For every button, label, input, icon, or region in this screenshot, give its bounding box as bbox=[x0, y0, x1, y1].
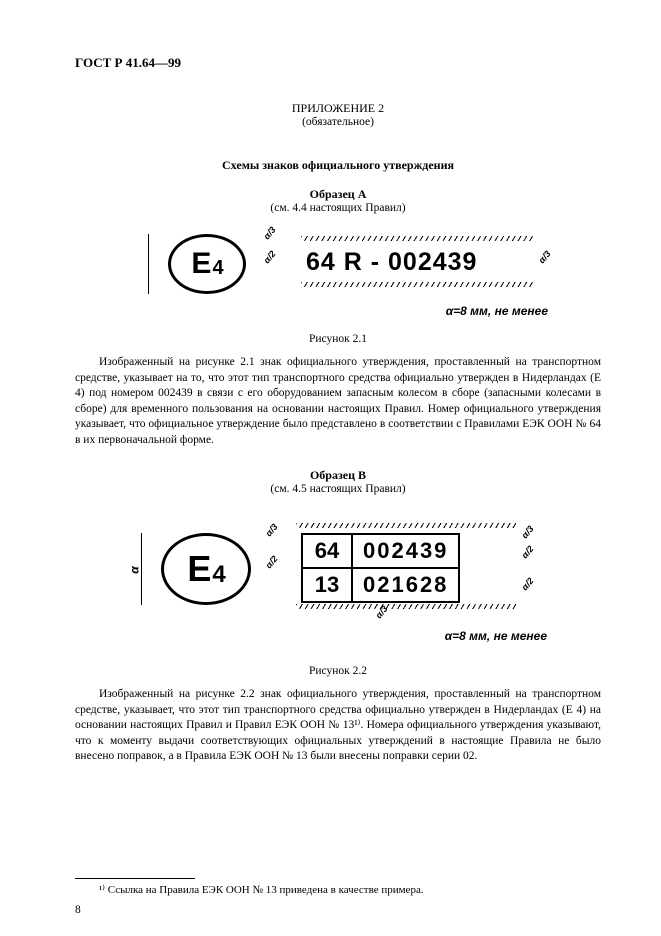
appendix-title: ПРИЛОЖЕНИЕ 2 bbox=[75, 101, 601, 116]
figure-2-1: E4 α/3 α/2 α/3 64 R - 002439 α=8 мм, не … bbox=[128, 222, 548, 327]
e-mark-ellipse-b: E4 bbox=[161, 533, 251, 605]
cell-r2c1: 13 bbox=[302, 568, 352, 602]
cell-r1c2: 002439 bbox=[352, 534, 459, 568]
figure-2-2-caption: Рисунок 2.2 bbox=[75, 665, 601, 677]
dim-b-6: α/2 bbox=[520, 576, 536, 592]
footnote-rule bbox=[75, 878, 195, 879]
e-sub-b: 4 bbox=[212, 561, 224, 589]
dimension-line-v-b bbox=[141, 533, 156, 605]
page-number: 8 bbox=[75, 904, 81, 916]
e-letter-b: E bbox=[187, 548, 210, 590]
dim-a3-top: α/3 bbox=[262, 225, 278, 241]
e-sub: 4 bbox=[212, 258, 222, 278]
dimension-note: α=8 мм, не менее bbox=[446, 304, 548, 318]
dimension-line-v bbox=[148, 234, 163, 294]
hatch-bar-b-bottom bbox=[296, 604, 516, 609]
approval-number-text: 64 R - 002439 bbox=[306, 248, 477, 277]
table-row: 13 021628 bbox=[302, 568, 459, 602]
e-mark-circle-wrap: E4 bbox=[168, 234, 246, 294]
dim-b-4: α/3 bbox=[520, 524, 536, 540]
document-page: ГОСТ Р 41.64—99 ПРИЛОЖЕНИЕ 2 (обязательн… bbox=[0, 0, 661, 936]
table-row: 64 002439 bbox=[302, 534, 459, 568]
dim-b-2: α/2 bbox=[264, 554, 280, 570]
cell-r1c1: 64 bbox=[302, 534, 352, 568]
approval-table: 64 002439 13 021628 bbox=[301, 533, 460, 603]
standard-code: ГОСТ Р 41.64—99 bbox=[75, 55, 601, 71]
e-mark-circle-wrap-b: E4 bbox=[161, 533, 251, 605]
dim-a3-right: α/3 bbox=[537, 249, 553, 265]
e-mark-label-b: E4 bbox=[187, 548, 224, 590]
sample-b-title: Образец В bbox=[75, 468, 601, 483]
e-letter: E bbox=[191, 247, 210, 281]
sample-a-sub: (см. 4.4 настоящих Правил) bbox=[75, 202, 601, 214]
page-footer: ¹⁾ Ссылка на Правила ЕЭК ООН № 13 привед… bbox=[75, 878, 601, 896]
dimension-note-b: α=8 мм, не менее bbox=[445, 629, 547, 643]
paragraph-fig-2-1: Изображенный на рисунке 2.1 знак официал… bbox=[75, 355, 601, 448]
dim-b-1: α/3 bbox=[264, 522, 280, 538]
e-mark-label: E4 bbox=[191, 247, 222, 281]
e-mark-ellipse: E4 bbox=[168, 234, 246, 294]
section-title: Схемы знаков официального утверждения bbox=[75, 158, 601, 173]
footnote-text: ¹⁾ Ссылка на Правила ЕЭК ООН № 13 привед… bbox=[75, 883, 601, 896]
figure-2-1-caption: Рисунок 2.1 bbox=[75, 333, 601, 345]
dim-a-label: α bbox=[128, 566, 142, 573]
sample-a-title: Образец А bbox=[75, 187, 601, 202]
paragraph-fig-2-2: Изображенный на рисунке 2.2 знак официал… bbox=[75, 687, 601, 765]
appendix-subtitle: (обязательное) bbox=[75, 116, 601, 128]
hatch-bar-bottom bbox=[301, 282, 533, 287]
sample-b-sub: (см. 4.5 настоящих Правил) bbox=[75, 483, 601, 495]
figure-2-2: α E4 α/3 α/2 α/3 α/3 α/2 α/2 64 002439 1… bbox=[123, 503, 553, 653]
cell-r2c2: 021628 bbox=[352, 568, 459, 602]
hatch-bar-b-top bbox=[296, 523, 516, 528]
hatch-bar-top bbox=[301, 236, 533, 241]
dim-b-5: α/2 bbox=[520, 544, 536, 560]
dim-a2-mid: α/2 bbox=[262, 249, 278, 265]
